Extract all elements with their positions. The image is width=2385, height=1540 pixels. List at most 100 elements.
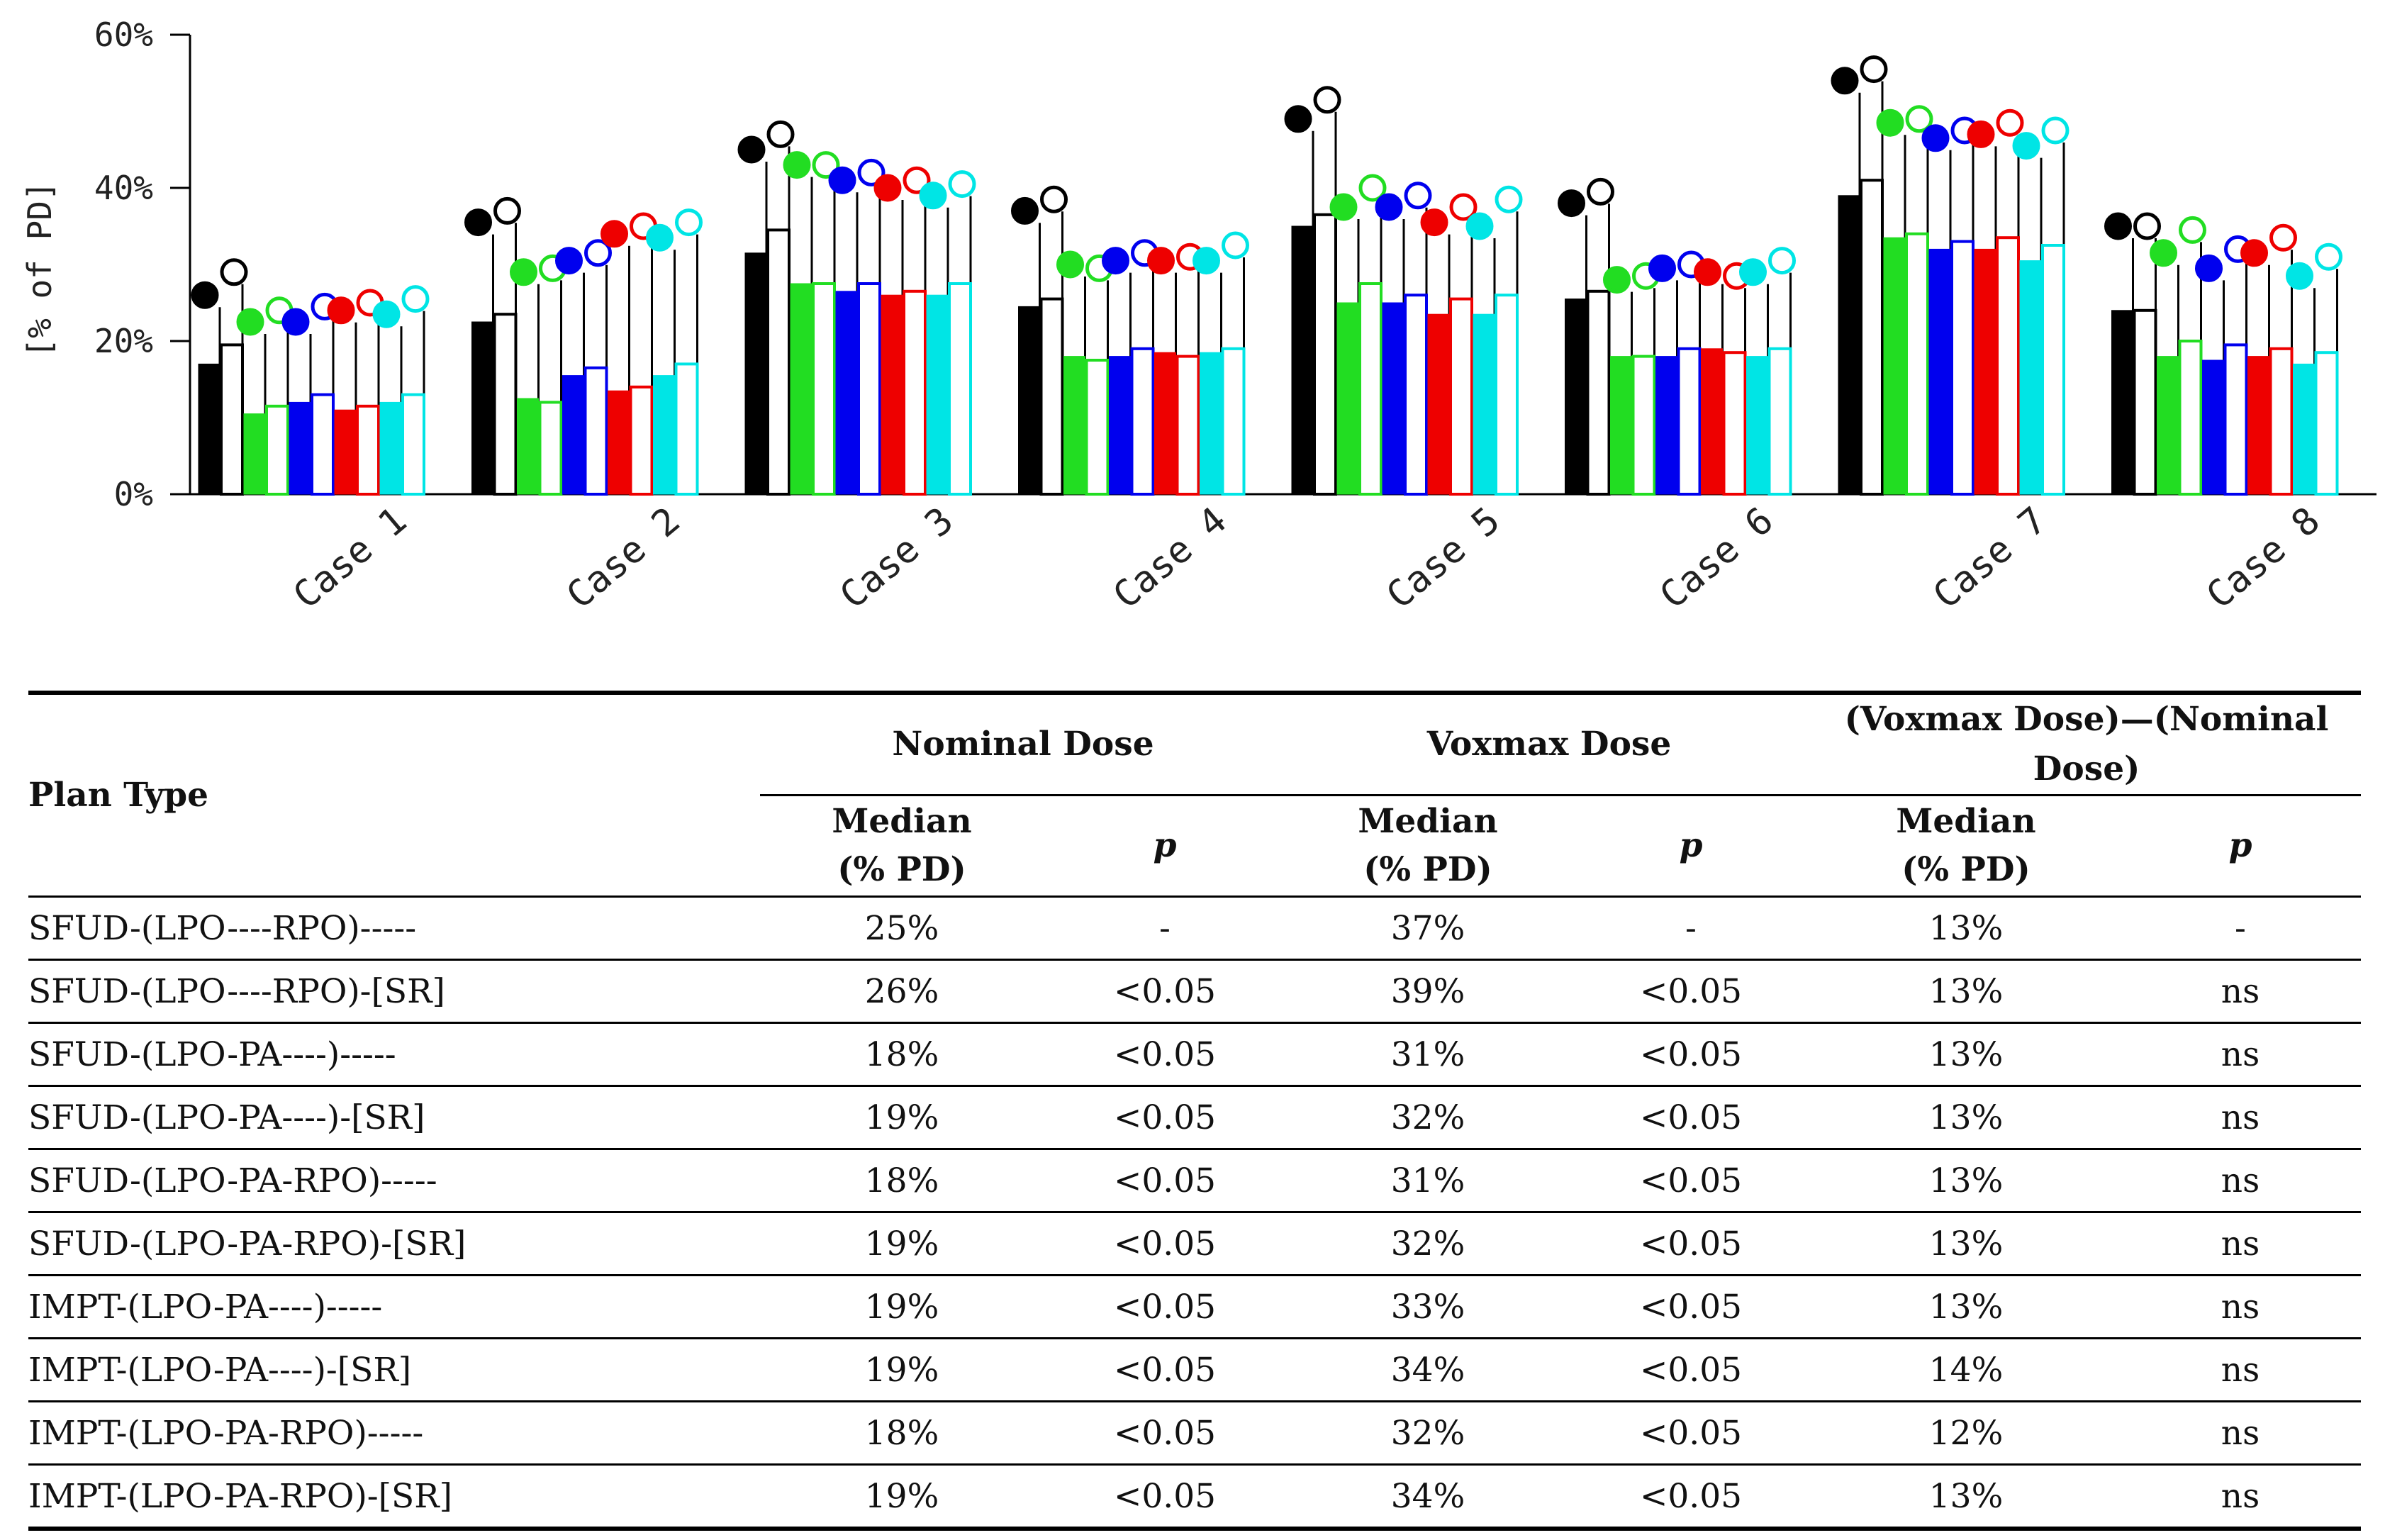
bar-nominal: [674, 362, 699, 496]
table-row: SFUD-(LPO----RPO)----- 25% -37% -13% -: [28, 895, 2361, 960]
bar-nominal: [1722, 351, 1747, 496]
cell-vox-med: 31%: [1286, 1022, 1570, 1086]
voxmax-marker: [1011, 196, 1039, 225]
voxmax-marker: [2012, 132, 2040, 160]
voxmax-marker: [1420, 208, 1448, 237]
voxmax-marker: [675, 208, 703, 237]
bar-chart: 0% 20% 40% 60% [% of PD] Case 1 Case 2 Case 3…: [21, 16, 2376, 618]
bar-nominal: [356, 404, 380, 496]
bar-nominal: [2293, 363, 2315, 495]
voxmax-marker: [601, 220, 628, 248]
cell-plan: IMPT-(LPO-PA-RPO)-----: [28, 1400, 760, 1465]
bar-nominal: [1767, 347, 1792, 496]
cell-vox-p: <0.05: [1570, 1085, 1812, 1149]
bar-nominal: [948, 282, 972, 496]
voxmax-marker: [919, 182, 947, 210]
bar-nominal: [1130, 347, 1155, 496]
cell-nom-p: <0.05: [1044, 1274, 1286, 1339]
bar-nominal: [857, 282, 881, 496]
bar-nominal: [2178, 340, 2203, 496]
cell-diff-med: 12%: [1812, 1400, 2120, 1465]
bar-nominal: [926, 294, 949, 495]
voxmax-marker: [1967, 120, 1995, 148]
voxmax-marker: [236, 308, 264, 336]
bar-nominal: [243, 413, 266, 495]
table-header-group-row: Plan Type Nominal Dose Voxmax Dose (Voxm…: [28, 693, 2361, 815]
cell-nom-p: <0.05: [1044, 1400, 1286, 1465]
cell-vox-p: <0.05: [1570, 1337, 1812, 1402]
voxmax-marker: [1587, 177, 1614, 206]
bar-nominal: [1838, 195, 1860, 495]
bar-nominal: [1358, 282, 1383, 496]
voxmax-marker: [1329, 193, 1358, 221]
cell-nom-p: <0.05: [1044, 1463, 1286, 1529]
x-tick-label: Case 2: [559, 499, 688, 618]
voxmax-marker: [812, 151, 840, 179]
bar-nominal: [812, 282, 836, 496]
voxmax-marker: [2179, 216, 2206, 244]
cell-diff-p: ns: [2120, 1022, 2361, 1086]
summary-table: Plan Type Nominal Dose Voxmax Dose (Voxm…: [28, 691, 2361, 1531]
cell-plan: IMPT-(LPO-PA----)-----: [28, 1274, 760, 1339]
y-tick-label: 0%: [114, 475, 153, 513]
table-row: IMPT-(LPO-PA----)-[SR] 19% <0.05 34% <0.05 14…: [28, 1337, 2361, 1402]
voxmax-marker: [1876, 108, 1904, 137]
voxmax-marker: [2041, 116, 2070, 145]
nominal-median-header: Median (% PD): [760, 795, 1044, 898]
bar-nominal: [1221, 347, 1246, 496]
cell-nom-p: <0.05: [1044, 1337, 1286, 1402]
voxmax-marker: [783, 151, 811, 179]
voxmax-marker: [1192, 247, 1220, 275]
cell-nom-med: 26%: [760, 959, 1044, 1023]
bar-nominal: [835, 291, 858, 495]
cell-diff-med: 13%: [1812, 895, 2120, 960]
cell-nom-med: 18%: [760, 1400, 1044, 1465]
cell-plan: SFUD-(LPO-PA----)-----: [28, 1022, 760, 1086]
y-tick-label: 40%: [94, 169, 153, 207]
table-row: SFUD-(LPO-PA-RPO)-[SR] 19% <0.05 32% <0.05 13…: [28, 1211, 2361, 1276]
cell-diff-p: ns: [2120, 959, 2361, 1023]
voxmax-marker: [1313, 86, 1341, 114]
cell-vox-med: 34%: [1286, 1337, 1570, 1402]
voxmax-marker: [1996, 108, 2024, 137]
cell-plan: IMPT-(LPO-PA----)-[SR]: [28, 1337, 760, 1402]
cell-nom-p: <0.05: [1044, 1148, 1286, 1212]
bar-nominal: [881, 294, 903, 495]
bar-nominal: [2157, 356, 2179, 495]
bar-nominal: [1382, 302, 1404, 495]
voxmax-marker: [1495, 185, 1523, 213]
bar-nominal: [744, 252, 767, 495]
cell-nom-med: 25%: [760, 895, 1044, 960]
cell-diff-med: 13%: [1812, 1022, 2120, 1086]
table-row: IMPT-(LPO-PA-RPO)-[SR] 19% <0.05 34% <0.05 13…: [28, 1463, 2361, 1529]
cell-vox-med: 31%: [1286, 1148, 1570, 1212]
difference-header: (Voxmax Dose)—(Nominal Dose): [1812, 693, 2361, 796]
cell-plan: SFUD-(LPO----RPO)-[SR]: [28, 959, 760, 1023]
cell-vox-p: <0.05: [1570, 1400, 1812, 1465]
bar-nominal: [1565, 298, 1587, 495]
cell-diff-p: -: [2120, 895, 2361, 960]
bar-nominal: [766, 228, 791, 496]
bar-nominal: [2202, 359, 2224, 495]
bar-nominal: [471, 321, 493, 495]
cell-diff-p: ns: [2120, 1337, 2361, 1402]
voxmax-marker: [1465, 212, 1494, 240]
voxmax-marker: [1358, 174, 1387, 202]
bar-nominal: [1473, 313, 1495, 495]
bar-nominal: [2247, 356, 2269, 495]
voxmax-p-header: p: [1570, 795, 1812, 898]
bars-layer: [191, 55, 2342, 496]
bar-nominal: [583, 366, 608, 496]
bar-nominal: [562, 375, 584, 495]
voxmax-marker: [220, 258, 248, 286]
voxmax-marker: [873, 174, 902, 202]
x-tick-label: Case 1: [286, 499, 415, 618]
bar-nominal: [1950, 240, 1975, 496]
bar-nominal: [790, 283, 812, 495]
voxmax-marker: [2315, 242, 2342, 271]
bar-nominal: [311, 393, 335, 496]
voxmax-marker: [401, 285, 430, 313]
voxmax-marker: [2133, 212, 2161, 240]
bar-nominal: [653, 375, 675, 495]
cell-vox-med: 32%: [1286, 1211, 1570, 1276]
